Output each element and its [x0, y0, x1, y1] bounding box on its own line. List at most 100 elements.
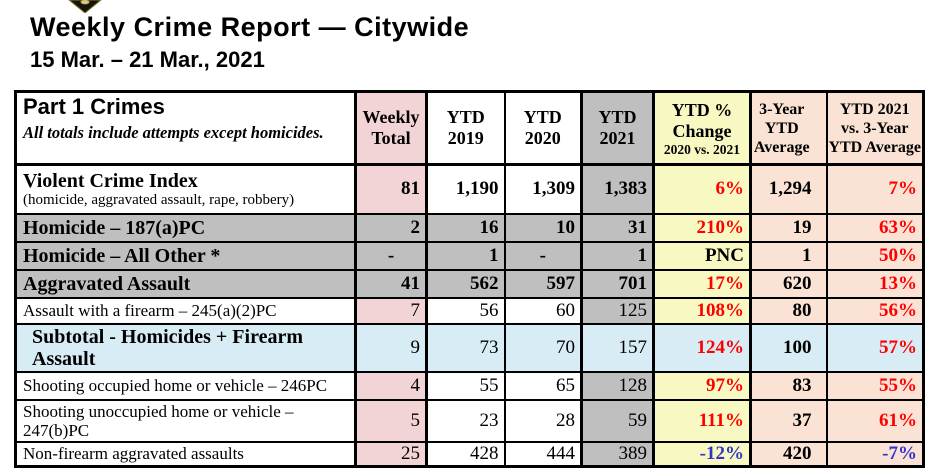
ytd-pct-change-cell: 6% [652, 163, 752, 215]
row-label-cell: Homicide – 187(a)PC [14, 212, 357, 243]
row-label-cell: Assault with a firearm – 245(a)(2)PC [14, 296, 357, 325]
row-label: Non-firearm aggravated assaults [23, 444, 244, 463]
row-label-cell: Aggravated Assault [14, 268, 357, 299]
header-subline: 2020 vs. 2021 [663, 141, 741, 157]
row-label: Subtotal - Homicides + Firearm Assault [32, 325, 303, 370]
vs-three-year-avg-cell: 55% [825, 370, 925, 401]
table-row: Subtotal - Homicides + Firearm Assault 9 7… [14, 322, 925, 373]
ytd-2020-cell: 65 [503, 370, 583, 401]
header-line: Total [371, 128, 411, 148]
part1-crimes-title: Part 1 Crimes [23, 94, 165, 119]
vs-three-year-avg-cell: -7% [825, 440, 925, 467]
table-row: Shooting unoccupied home or vehicle – 24… [14, 398, 925, 443]
ytd-pct-change-cell: 210% [652, 212, 752, 243]
ytd-pct-change-cell: 97% [652, 370, 752, 401]
weekly-total-cell: 4 [354, 370, 428, 401]
header-line: 2019 [447, 128, 484, 148]
weekly-total-cell: 25 [354, 440, 428, 467]
three-year-avg-cell: 100 [749, 322, 828, 373]
ytd-2021-cell: 125 [580, 296, 655, 325]
weekly-total-cell: 7 [354, 296, 428, 325]
three-year-avg-cell: 1,294 [749, 163, 828, 215]
header-line: YTD [764, 119, 799, 137]
table-header-row: Part 1 Crimes All totals include attempt… [14, 90, 925, 166]
row-label-cell: Non-firearm aggravated assaults [14, 440, 357, 467]
header-ytd2021-vs-3-year-average: YTD 2021 vs. 3-Year YTD Average [825, 90, 925, 166]
row-label: Homicide – 187(a)PC [23, 216, 206, 239]
page-title: Weekly Crime Report — Citywide [30, 12, 470, 42]
weekly-total-cell: 81 [354, 163, 428, 215]
ytd-2020-cell: 10 [503, 212, 583, 243]
ytd-2020-cell: 70 [503, 322, 583, 373]
vs-three-year-avg-cell: 56% [825, 296, 925, 325]
ytd-pct-change-cell: PNC [652, 240, 752, 271]
ytd-2020-cell: 1,309 [503, 163, 583, 215]
row-label: Violent Crime Index [23, 170, 198, 193]
ytd-2020-cell: 444 [503, 440, 583, 467]
header-line: YTD Average [828, 138, 922, 156]
report-header: Weekly Crime Report — Citywide 15 Mar. –… [0, 0, 926, 72]
header-line: 3-Year [759, 100, 805, 118]
three-year-avg-cell: 80 [749, 296, 828, 325]
row-label: Shooting unoccupied home or vehicle – 24… [23, 401, 294, 440]
header-ytd-2021: YTD 2021 [580, 90, 655, 166]
three-year-avg-cell: 1 [749, 240, 828, 271]
header-line: YTD [446, 107, 485, 127]
crime-table: Part 1 Crimes All totals include attempt… [14, 90, 925, 468]
row-label-cell: Violent Crime Index (homicide, aggravated… [14, 163, 357, 215]
row-sublabel: (homicide, aggravated assault, rape, rob… [23, 192, 295, 209]
row-label: Shooting occupied home or vehicle – 246P… [23, 376, 328, 395]
header-ytd-2020: YTD 2020 [503, 90, 583, 166]
row-label-cell: Shooting unoccupied home or vehicle – 24… [14, 398, 357, 443]
row-label-cell: Shooting occupied home or vehicle – 246P… [14, 370, 357, 401]
ytd-2021-cell: 128 [580, 370, 655, 401]
table-row: Homicide – 187(a)PC 2 16 10 31 210% 19 63% [14, 212, 925, 243]
ytd-2019-cell: 562 [425, 268, 506, 299]
vs-three-year-avg-cell: 13% [825, 268, 925, 299]
weekly-total-cell: 41 [354, 268, 428, 299]
vs-three-year-avg-cell: 57% [825, 322, 925, 373]
table-row: Shooting occupied home or vehicle – 246P… [14, 370, 925, 401]
ytd-2019-cell: 55 [425, 370, 506, 401]
header-line: 2020 [524, 128, 561, 148]
table-row: Assault with a firearm – 245(a)(2)PC 7 56 6… [14, 296, 925, 325]
ytd-2020-cell: 28 [503, 398, 583, 443]
weekly-total-cell: 2 [354, 212, 428, 243]
ytd-2019-cell: 1 [425, 240, 506, 271]
header-line: YTD [598, 107, 637, 127]
weekly-total-cell: - [354, 240, 428, 271]
table-row: Non-firearm aggravated assaults 25 428 444 3… [14, 440, 925, 467]
ytd-2019-cell: 73 [425, 322, 506, 373]
three-year-avg-cell: 620 [749, 268, 828, 299]
ytd-2021-cell: 31 [580, 212, 655, 243]
ytd-2021-cell: 701 [580, 268, 655, 299]
police-badge-icon [68, 0, 102, 13]
header-line: 2021 [599, 128, 636, 148]
header-3-year-ytd-average: 3-Year YTD Average [749, 90, 828, 166]
report-date-range: 15 Mar. – 21 Mar., 2021 [30, 47, 265, 72]
vs-three-year-avg-cell: 61% [825, 398, 925, 443]
header-line: Change [672, 120, 732, 141]
table-row: Aggravated Assault 41 562 597 701 17% 620 13% [14, 268, 925, 299]
ytd-2021-cell: 1,383 [580, 163, 655, 215]
header-line: vs. 3-Year [840, 119, 909, 137]
ytd-2019-cell: 1,190 [425, 163, 506, 215]
ytd-2019-cell: 16 [425, 212, 506, 243]
part1-crimes-note: All totals include attempts except homic… [23, 123, 324, 142]
ytd-pct-change-cell: 17% [652, 268, 752, 299]
ytd-2021-cell: 59 [580, 398, 655, 443]
table-row: Homicide – All Other * -1-1 PNC 1 50% [14, 240, 925, 271]
row-label: Homicide – All Other * [23, 244, 221, 267]
header-line: Average [753, 138, 810, 156]
three-year-avg-cell: 420 [749, 440, 828, 467]
ytd-2020-cell: 60 [503, 296, 583, 325]
ytd-2019-cell: 428 [425, 440, 506, 467]
ytd-2021-cell: 157 [580, 322, 655, 373]
header-line: Weekly [362, 107, 420, 127]
row-label-cell: Subtotal - Homicides + Firearm Assault [14, 322, 357, 373]
vs-three-year-avg-cell: 63% [825, 212, 925, 243]
header-ytd-pct-change: YTD % Change 2020 vs. 2021 [652, 90, 752, 166]
vs-three-year-avg-cell: 7% [825, 163, 925, 215]
vs-three-year-avg-cell: 50% [825, 240, 925, 271]
three-year-avg-cell: 19 [749, 212, 828, 243]
